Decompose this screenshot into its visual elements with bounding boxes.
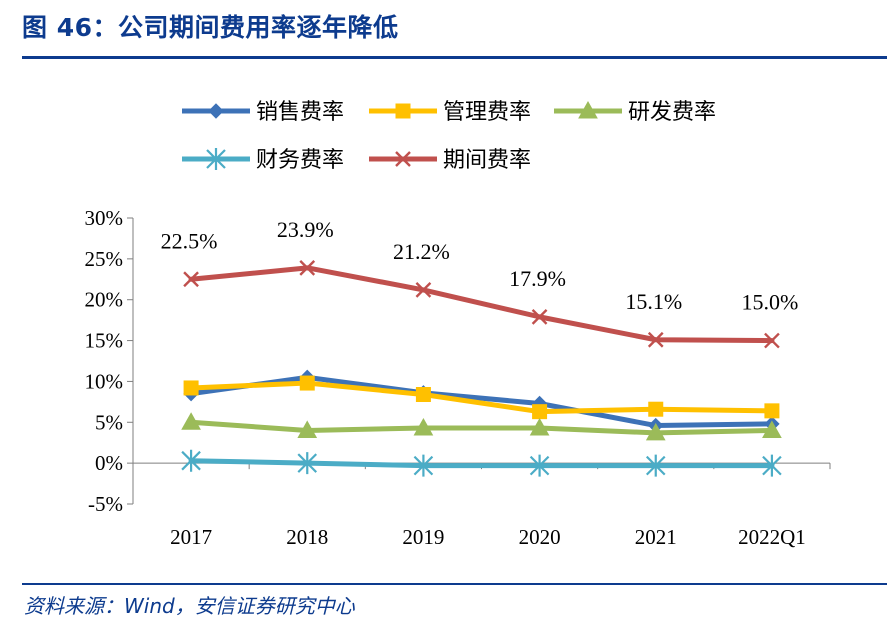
series-line-5 — [188, 265, 775, 344]
legend-marker — [395, 151, 411, 167]
data-label: 22.5% — [161, 228, 218, 253]
legend-marker — [206, 148, 226, 170]
x-tick-label: 2021 — [635, 525, 677, 549]
y-tick-label: 10% — [85, 369, 124, 393]
series-5-point — [764, 332, 780, 349]
series-2-point — [532, 404, 548, 420]
series-4-point — [413, 454, 434, 477]
series-4-point — [762, 454, 782, 477]
series-2-point — [299, 375, 315, 391]
y-tick-label: 30% — [85, 206, 124, 230]
y-tick-label: 0% — [95, 451, 123, 475]
series-2-point — [415, 387, 431, 403]
series-4-point — [529, 454, 550, 477]
legend-label: 研发费率 — [628, 100, 716, 125]
data-label: 15.0% — [742, 290, 799, 315]
title-rule — [22, 56, 887, 59]
series-3-point — [529, 417, 550, 436]
x-tick-label: 2019 — [402, 525, 444, 549]
series-line-3 — [188, 419, 775, 436]
series-5-point — [531, 309, 548, 325]
series-5-point — [183, 271, 199, 288]
legend-label: 期间费率 — [443, 148, 531, 173]
series-3-point — [181, 412, 201, 430]
y-tick-label: 15% — [85, 329, 124, 353]
y-tick-label: 20% — [85, 288, 124, 312]
data-label: 23.9% — [277, 217, 334, 242]
x-tick-label: 2022Q1 — [738, 525, 806, 549]
x-tick-label: 2018 — [286, 525, 328, 549]
series-line-2 — [188, 380, 775, 415]
data-label: 17.9% — [509, 266, 566, 291]
series-2-point — [764, 403, 780, 419]
series-5-point — [415, 282, 432, 298]
series-3-point — [762, 420, 782, 438]
x-tick-label: 2017 — [170, 525, 212, 549]
series-3-point — [645, 422, 666, 441]
legend-label: 管理费率 — [443, 100, 531, 125]
series-4-point — [181, 449, 201, 472]
figure-title: 图 46：公司期间费用率逐年降低 — [22, 13, 399, 42]
legend-marker — [395, 103, 411, 119]
data-label: 15.1% — [625, 289, 682, 314]
legend-marker — [578, 100, 598, 119]
y-tick-label: 25% — [85, 247, 124, 271]
source-note: 资料来源：Wind，安信证券研究中心 — [24, 594, 355, 618]
legend-label: 财务费率 — [256, 148, 344, 173]
series-2-point — [648, 401, 664, 417]
x-tick-label: 2020 — [519, 525, 561, 549]
series-4-point — [645, 454, 666, 477]
legend-marker — [208, 103, 224, 119]
legend-label: 销售费率 — [256, 100, 344, 125]
series-2-point — [183, 380, 199, 396]
series-3-point — [297, 420, 318, 438]
data-label: 21.2% — [393, 239, 450, 264]
series-5-point — [299, 259, 316, 276]
series-3-point — [413, 417, 434, 436]
series-line-4 — [188, 458, 775, 469]
series-4-point — [297, 452, 318, 475]
y-tick-label: -5% — [88, 492, 123, 516]
series-line-1 — [188, 374, 775, 429]
series-5-point — [647, 331, 664, 348]
source-rule — [22, 583, 887, 585]
y-tick-label: 5% — [95, 410, 123, 434]
